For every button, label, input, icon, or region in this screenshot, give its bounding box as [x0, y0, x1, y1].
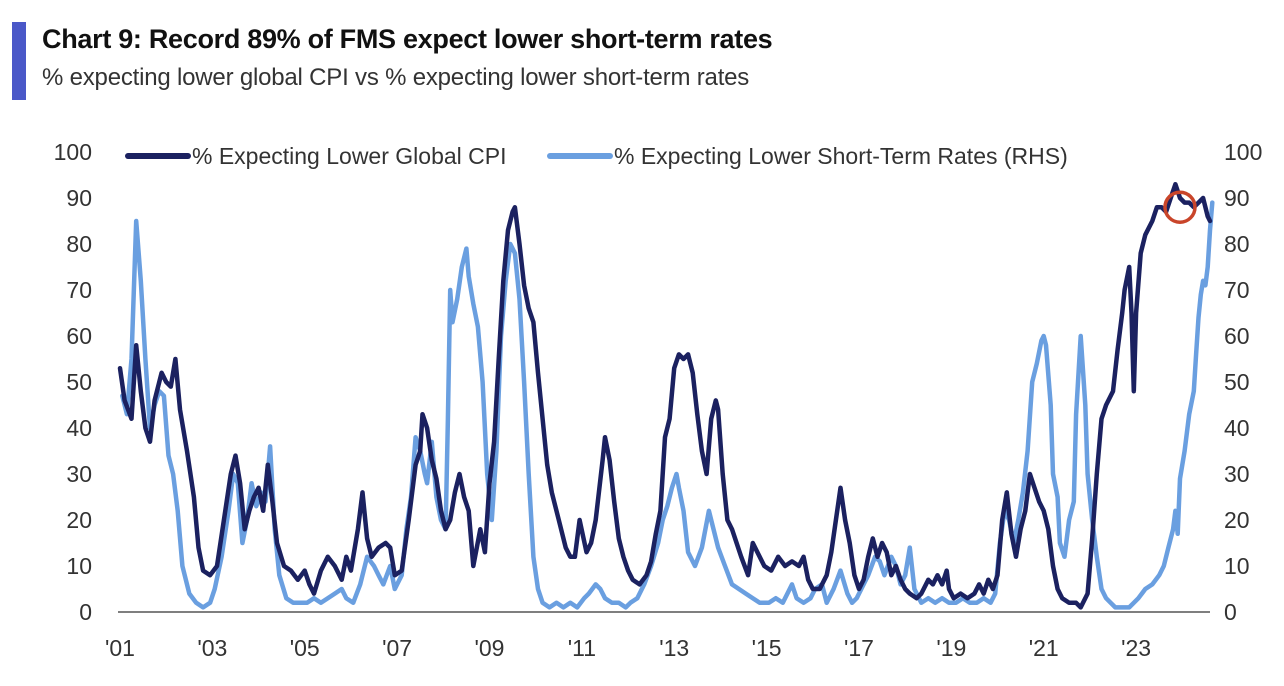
- y-left-tick-label: 60: [66, 323, 92, 349]
- highlight-circle: [1163, 190, 1197, 224]
- y-left-tick-label: 20: [66, 507, 92, 533]
- y-left-tick-label: 90: [66, 185, 92, 211]
- y-left-tick-label: 0: [79, 599, 92, 625]
- x-tick-label: '17: [844, 635, 874, 661]
- y-right-tick-label: 80: [1224, 231, 1250, 257]
- y-right-tick-label: 30: [1224, 461, 1250, 487]
- x-tick-label: '11: [568, 635, 596, 661]
- chart-subtitle: % expecting lower global CPI vs % expect…: [42, 64, 750, 91]
- y-left-tick-label: 70: [66, 277, 92, 303]
- y-right-tick-label: 50: [1224, 369, 1250, 395]
- y-left-tick-label: 30: [66, 461, 92, 487]
- x-tick-label: '23: [1121, 635, 1151, 661]
- y-right-tick-label: 0: [1224, 599, 1237, 625]
- y-left-tick-label: 40: [66, 415, 92, 441]
- chart-title: Chart 9: Record 89% of FMS expect lower …: [42, 24, 773, 54]
- y-right-tick-label: 40: [1224, 415, 1250, 441]
- y-right-tick-label: 60: [1224, 323, 1250, 349]
- y-axis-left: 0 10 20 30 40 50 60 70 80 90 100: [54, 139, 92, 625]
- y-right-tick-label: 90: [1224, 185, 1250, 211]
- legend-item-cpi-label: % Expecting Lower Global CPI: [192, 143, 507, 169]
- x-tick-label: '01: [105, 635, 135, 661]
- y-axis-right: 0 10 20 30 40 50 60 70 80 90 100: [1224, 139, 1262, 625]
- line-chart: 0 10 20 30 40 50 60 70 80 90 100 0 10 20 30 40 50 60 70 80…: [54, 139, 1263, 661]
- series-line-rates: [120, 200, 1215, 610]
- x-tick-label: '03: [197, 635, 227, 661]
- x-tick-label: '21: [1029, 635, 1059, 661]
- series-layer: [117, 181, 1215, 610]
- series-line-cpi: [117, 181, 1213, 610]
- y-left-tick-label: 80: [66, 231, 92, 257]
- y-right-tick-label: 100: [1224, 139, 1262, 165]
- y-right-tick-label: 20: [1224, 507, 1250, 533]
- y-left-tick-label: 100: [54, 139, 92, 165]
- x-tick-label: '07: [382, 635, 412, 661]
- legend-item-rates-label: % Expecting Lower Short-Term Rates (RHS): [614, 143, 1068, 169]
- x-tick-label: '19: [936, 635, 966, 661]
- x-axis: '01 '03 '05 '07 '09 '11 '13 '15 '17 '19 '21 '23: [105, 635, 1151, 661]
- x-tick-label: '09: [474, 635, 504, 661]
- x-tick-label: '05: [290, 635, 320, 661]
- x-tick-label: '15: [752, 635, 782, 661]
- legend: % Expecting Lower Global CPI % Expecting …: [125, 143, 1068, 169]
- y-left-tick-label: 10: [66, 553, 92, 579]
- accent-bar: [12, 22, 26, 100]
- x-tick-label: '13: [659, 635, 689, 661]
- y-right-tick-label: 70: [1224, 277, 1250, 303]
- y-left-tick-label: 50: [66, 369, 92, 395]
- y-right-tick-label: 10: [1224, 553, 1250, 579]
